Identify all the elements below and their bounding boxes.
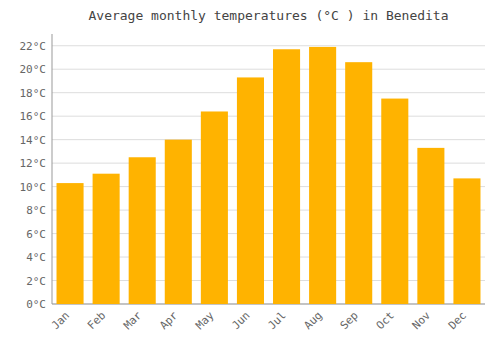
y-tick-label: 12°C — [20, 157, 47, 170]
bars — [57, 47, 481, 304]
x-tick-label: Jul — [265, 309, 288, 332]
x-tick-label: Dec — [446, 309, 469, 332]
y-tick-label: 0°C — [26, 298, 46, 311]
y-tick-label: 2°C — [26, 275, 46, 288]
bar — [453, 178, 480, 304]
bar — [129, 157, 156, 304]
y-tick-label: 8°C — [26, 204, 46, 217]
grid-line — [52, 45, 485, 46]
x-tick-label: Apr — [157, 309, 181, 333]
y-tick-label: 14°C — [20, 134, 47, 147]
y-tick-label: 22°C — [20, 40, 47, 53]
bar — [237, 77, 264, 304]
y-tick-label: 20°C — [20, 63, 47, 76]
x-tick-label: Jun — [229, 309, 252, 332]
chart-container: 0°C 2°C 4°C 6°C 8°C 10°C 12°C 14°C 16°C 18°C 20°C 2… — [0, 0, 500, 350]
grid-line — [52, 139, 485, 140]
bar — [165, 140, 192, 304]
x-tick-label: Nov — [410, 309, 434, 333]
x-tick-label: May — [193, 309, 217, 333]
bar — [309, 47, 336, 304]
y-tick-label: 10°C — [20, 181, 47, 194]
bar — [345, 62, 372, 304]
y-tick-label: 6°C — [26, 228, 46, 241]
bar — [201, 111, 228, 304]
x-tick-label: Mar — [121, 309, 145, 333]
bar — [417, 148, 444, 304]
y-tick-label: 4°C — [26, 251, 46, 264]
bar — [381, 99, 408, 304]
grid-line — [52, 92, 485, 93]
x-tick-label: Oct — [374, 309, 397, 332]
grid — [52, 46, 485, 304]
x-tick-label: Jan — [49, 309, 72, 332]
x-tick-label: Feb — [85, 309, 108, 332]
chart-svg: 0°C 2°C 4°C 6°C 8°C 10°C 12°C 14°C 16°C 18°C 20°C 2… — [0, 0, 500, 350]
bar — [57, 183, 84, 304]
grid-line — [52, 69, 485, 70]
title: Average monthly temperatures (°C ) in Be… — [88, 8, 448, 23]
y-tick-label: 18°C — [20, 87, 47, 100]
grid-line — [52, 116, 485, 117]
bar — [93, 174, 120, 304]
x-tick-label: Sep — [338, 309, 361, 332]
y-axis-line — [52, 34, 53, 304]
y-tick-label: 16°C — [20, 110, 47, 123]
x-tick-label: Aug — [302, 309, 325, 332]
bar — [273, 49, 300, 304]
